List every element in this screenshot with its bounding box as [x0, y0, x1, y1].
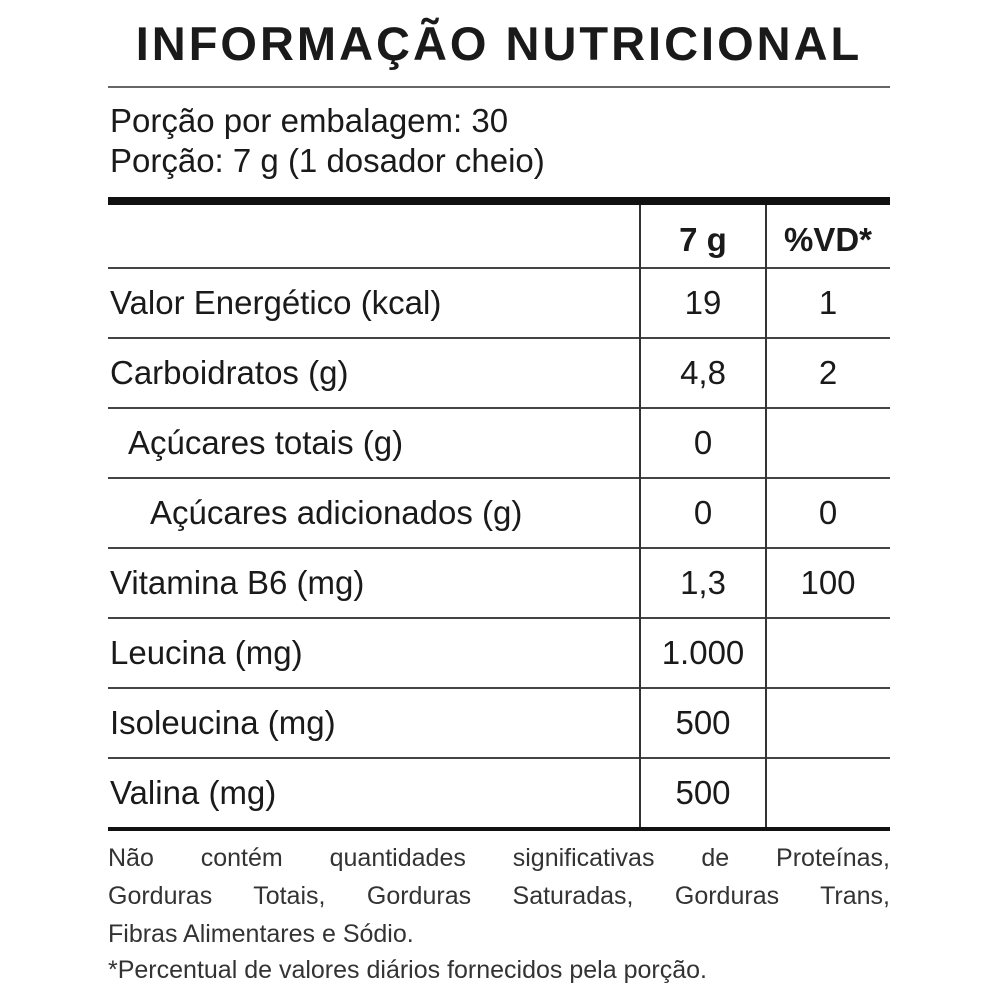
- table-header-row: 7 g %VD*: [108, 205, 890, 269]
- footer-text-line: Fibras Alimentares e Sódio.: [108, 920, 414, 948]
- serving-size: Porção: 7 g (1 dosador cheio): [110, 142, 545, 179]
- nutrient-label: Isoleucina (mg): [110, 704, 336, 741]
- nutrient-label: Açúcares adicionados (g): [150, 494, 523, 531]
- nutrient-amount: 500: [675, 774, 731, 811]
- table-row: Valor Energético (kcal) 19 1: [108, 269, 890, 339]
- nutrient-amount: 0: [693, 494, 713, 531]
- column-divider: [765, 205, 767, 827]
- nutrient-amount: 19: [684, 284, 722, 321]
- nutrient-label: Carboidratos (g): [110, 354, 349, 391]
- nutrient-amount: 0: [693, 424, 713, 461]
- nutrient-label: Valor Energético (kcal): [110, 284, 442, 321]
- footer-note: *Percentual de valores diários fornecido…: [108, 956, 707, 984]
- table-row: Vitamina B6 (mg) 1,3 100: [108, 549, 890, 619]
- table-row: Leucina (mg) 1.000: [108, 619, 890, 689]
- nutrient-vd: 100: [800, 564, 856, 601]
- label-title: INFORMAÇÃO NUTRICIONAL: [135, 17, 863, 70]
- header-vd: %VD*: [783, 221, 873, 258]
- nutrient-amount: 500: [675, 704, 731, 741]
- thick-divider: [108, 197, 890, 205]
- nutrient-amount: 4,8: [680, 354, 726, 391]
- nutrient-amount: 1.000: [661, 634, 745, 671]
- header-amount: 7 g: [679, 221, 727, 258]
- table-row: Açúcares totais (g) 0: [108, 409, 890, 479]
- table-row: Carboidratos (g) 4,8 2: [108, 339, 890, 409]
- nutrient-label: Açúcares totais (g): [128, 424, 404, 461]
- nutrient-amount: 1,3: [680, 564, 726, 601]
- table-row: Açúcares adicionados (g) 0 0: [108, 479, 890, 549]
- nutrient-vd: 0: [818, 494, 838, 531]
- divider: [108, 86, 890, 88]
- nutrition-table: 7 g %VD* Valor Energético (kcal) 19 1 Ca…: [108, 205, 890, 831]
- servings-per-package: Porção por embalagem: 30: [110, 102, 509, 139]
- column-divider: [639, 205, 641, 827]
- nutrient-label: Valina (mg): [110, 774, 277, 811]
- nutrient-label: Leucina (mg): [110, 634, 303, 671]
- table-row: Isoleucina (mg) 500: [108, 689, 890, 759]
- nutrient-vd: 2: [818, 354, 838, 391]
- nutrient-vd: 1: [818, 284, 838, 321]
- footer-text-line: Gorduras Totais, Gorduras Saturadas, Gor…: [108, 882, 890, 910]
- nutrient-label: Vitamina B6 (mg): [110, 564, 365, 601]
- table-row: Valina (mg) 500: [108, 759, 890, 831]
- footer-text-line: Não contém quantidades significativas de…: [108, 844, 890, 872]
